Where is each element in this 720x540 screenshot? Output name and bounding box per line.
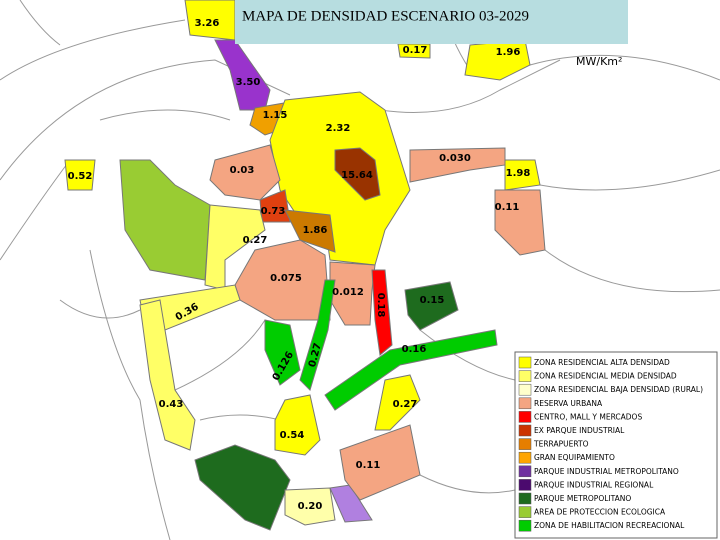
zone-label: 0.52 xyxy=(68,171,93,182)
legend-label: GRAN EQUIPAMIENTO xyxy=(534,453,615,462)
zone-label: 2.32 xyxy=(326,123,351,134)
title-box xyxy=(235,0,628,44)
zone-label: 0.18 xyxy=(375,293,386,318)
legend-swatch xyxy=(518,438,532,450)
legend-swatch xyxy=(518,451,532,464)
zone-label: 15.64 xyxy=(341,170,373,181)
legend-label: TERRAPUERTO xyxy=(533,440,589,449)
zone-label: 0.20 xyxy=(298,501,323,512)
legend-label: ZONA RESIDENCIAL MEDIA DENSIDAD xyxy=(534,372,677,381)
legend-swatch xyxy=(518,424,532,437)
zone-label: 1.96 xyxy=(496,47,521,58)
legend-swatch xyxy=(518,519,532,532)
legend-swatch xyxy=(518,492,532,505)
zone-label: 0.27 xyxy=(393,399,418,410)
zone-label: 0.11 xyxy=(495,202,520,213)
zone-label: 0.16 xyxy=(402,344,427,355)
legend-label: AREA DE PROTECCION ECOLOGICA xyxy=(534,508,666,517)
zone xyxy=(504,159,541,191)
legend-swatch xyxy=(518,370,532,382)
zone xyxy=(464,39,531,81)
zone xyxy=(494,189,546,256)
zone-label: 3.26 xyxy=(195,18,220,29)
legend-swatch xyxy=(518,356,532,369)
zone xyxy=(284,209,336,253)
unit: MW/Km² xyxy=(576,55,622,68)
zone xyxy=(204,204,266,291)
zone-label: 0.11 xyxy=(356,460,381,471)
ecological-zone xyxy=(119,159,211,281)
zone xyxy=(374,374,421,431)
legend-swatch xyxy=(518,383,532,396)
legend-label: PARQUE INDUSTRIAL METROPOLITANO xyxy=(534,467,679,476)
zone xyxy=(409,147,506,183)
zone xyxy=(324,329,498,411)
zone xyxy=(371,269,393,356)
zone xyxy=(214,39,271,111)
zone-label: 1.98 xyxy=(506,168,531,179)
zone-label: 0.075 xyxy=(270,273,302,284)
zone-label: 0.030 xyxy=(439,153,471,164)
zone xyxy=(274,394,321,456)
zone xyxy=(139,299,196,451)
zone xyxy=(269,91,411,266)
zone-label: 0.27 xyxy=(243,235,268,246)
legend-swatch xyxy=(518,465,532,478)
legend-box xyxy=(514,351,718,539)
legend-label: EX PARQUE INDUSTRIAL xyxy=(534,426,625,435)
metropolitan-park xyxy=(194,444,291,531)
legend-swatch xyxy=(518,479,532,491)
legend-label: RESERVA URBANA xyxy=(534,399,603,408)
zone xyxy=(284,487,336,526)
zones: 3.26 0.17 1.96 3.50 1.15 2.32 0.03 0.030 1.98 0.5… xyxy=(64,0,546,526)
zone-label: 0.17 xyxy=(403,45,428,56)
legend-swatch xyxy=(518,506,532,518)
zone xyxy=(334,147,381,201)
zone xyxy=(404,281,459,331)
zone-label: 1.15 xyxy=(263,110,288,121)
zone-label: 0.73 xyxy=(261,206,286,217)
zone-label: 3.50 xyxy=(236,77,261,88)
title: MAPA DE DENSIDAD ESCENARIO 03-2029 xyxy=(242,8,529,24)
industrial-zone xyxy=(329,484,373,523)
zone-label: 0.54 xyxy=(280,430,305,441)
zone-label: 0.27 xyxy=(307,342,324,369)
zone xyxy=(64,159,96,191)
legend-label: ZONA RESIDENCIAL ALTA DENSIDAD xyxy=(534,358,670,367)
legend-label: PARQUE INDUSTRIAL REGIONAL xyxy=(534,480,654,489)
legend-swatch xyxy=(518,411,532,423)
zone-label: 0.43 xyxy=(159,399,184,410)
legend-label: ZONA DE HABILITACION RECREACIONAL xyxy=(534,521,685,530)
zone-label: 0.15 xyxy=(420,295,445,306)
zone xyxy=(299,279,336,391)
zone-label: 0.012 xyxy=(332,287,364,298)
legend: ZONA RESIDENCIAL ALTA DENSIDAD ZONA RESID… xyxy=(518,356,703,532)
zone-label: 0.03 xyxy=(230,165,255,176)
legend-swatch xyxy=(518,397,532,410)
legend-label: PARQUE METROPOLITANO xyxy=(534,494,631,503)
zone xyxy=(264,319,301,386)
zone-label: 1.86 xyxy=(303,225,328,236)
legend-label: CENTRO, MALL Y MERCADOS xyxy=(534,412,642,421)
zone xyxy=(339,424,421,501)
legend-label: ZONA RESIDENCIAL BAJA DENSIDAD (RURAL) xyxy=(534,385,703,394)
